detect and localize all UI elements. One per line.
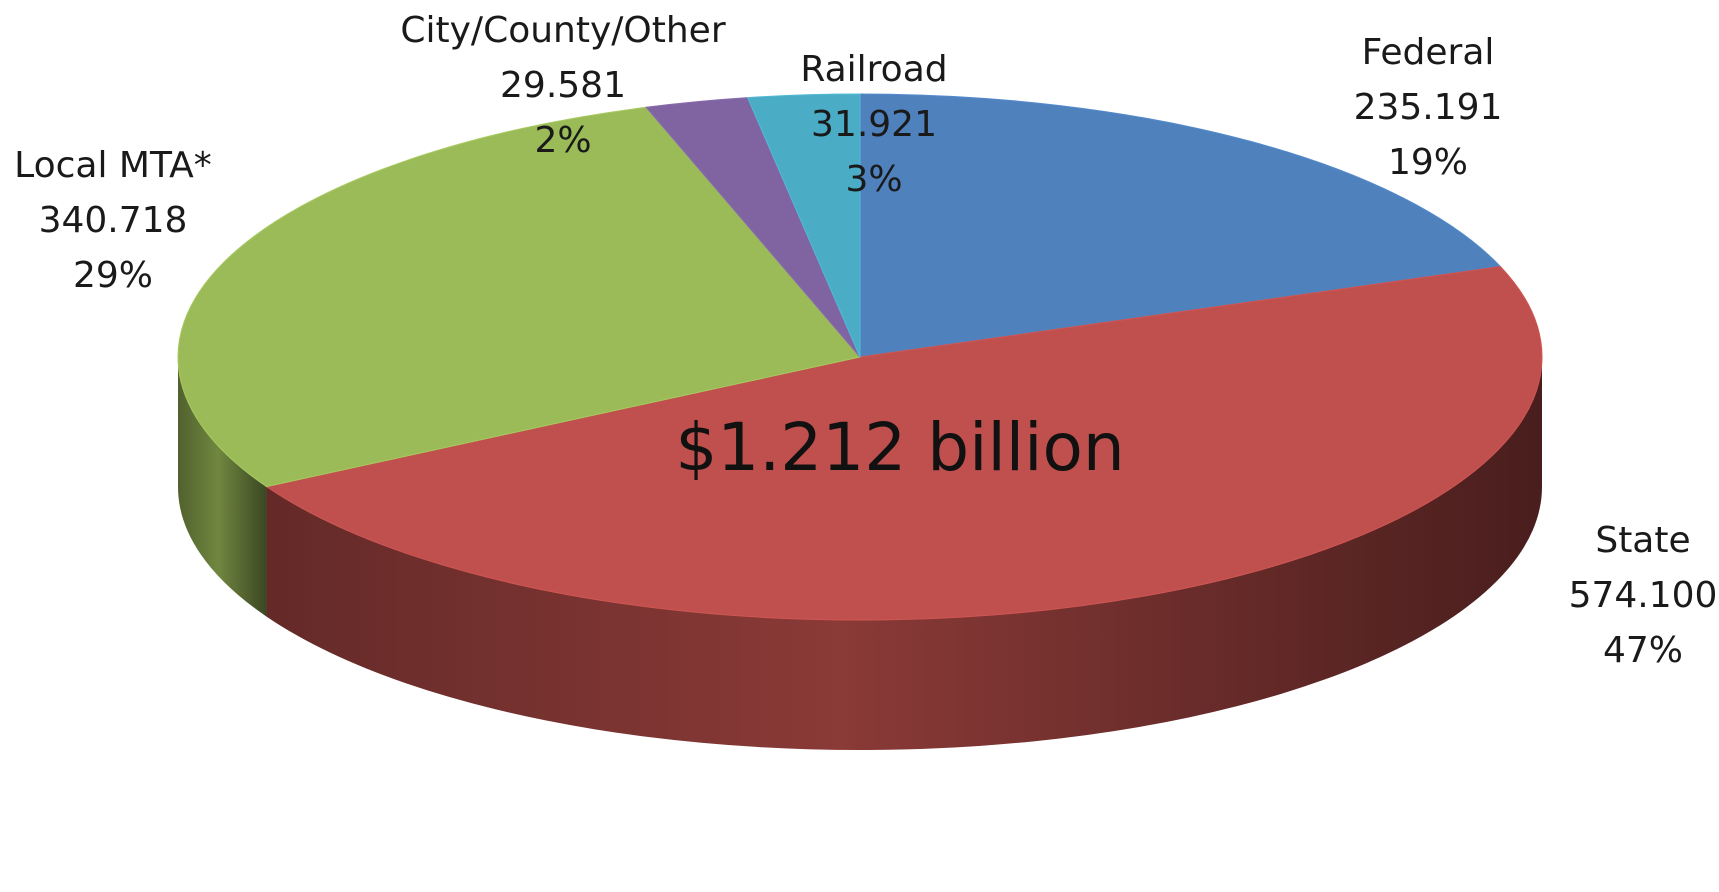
data-label: Local MTA* 340.718 29% (14, 145, 212, 296)
pie-slice (177, 106, 861, 488)
data-label: Railroad 31.921 3% (800, 49, 947, 200)
chart-center-total: $1.212 billion (675, 409, 1124, 486)
pie-sides (178, 357, 1543, 751)
pie-slice-side (266, 357, 1543, 751)
pie-slice-side (178, 357, 267, 617)
pie-slice (746, 93, 861, 358)
pie-labels: Federal 235.191 19% State 574.100 47% Local MT… (14, 10, 1717, 671)
data-label: State 574.100 47% (1569, 520, 1718, 671)
data-label: Federal 235.191 19% (1354, 32, 1503, 183)
pie-tops (177, 93, 1543, 621)
pie-slice (859, 93, 1502, 358)
pie-slice (265, 266, 1543, 621)
data-label: City/County/Other 29.581 2% (400, 10, 725, 161)
